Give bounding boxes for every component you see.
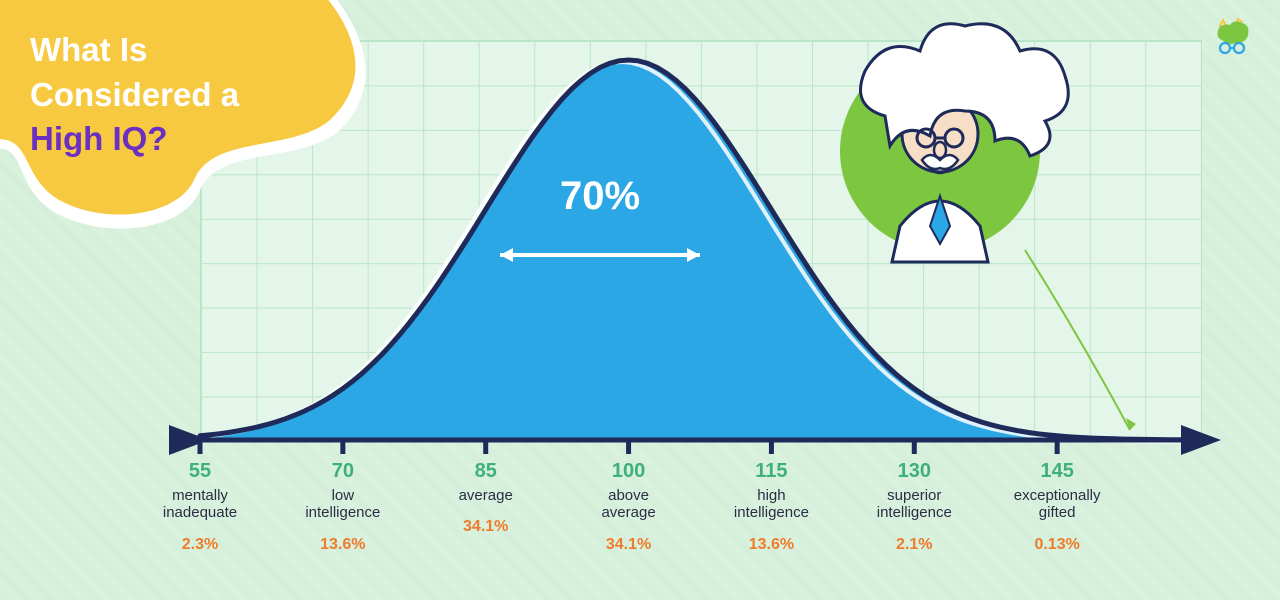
tick-value: 85 [421, 460, 551, 483]
tick-value: 100 [564, 460, 694, 483]
brain-logo-icon [1210, 18, 1254, 62]
tick-value: 115 [706, 460, 836, 483]
tick-category: mentallyinadequate [135, 487, 265, 522]
axis-tick: 100 aboveaverage 34.1% [564, 460, 694, 554]
scientist-illustration [820, 36, 1060, 271]
infographic-canvas: 70% 55mentallyinadequate2.3%70lowintelli… [0, 0, 1280, 600]
tick-percent: 0.13% [992, 536, 1122, 554]
center-percentage: 70% [550, 174, 650, 219]
tick-percent: 2.1% [849, 536, 979, 554]
tick-percent: 34.1% [564, 536, 694, 554]
title-line-1: What Is [30, 31, 147, 68]
page-title: What Is Considered a High IQ? [30, 28, 239, 162]
axis-tick: 145 exceptionallygifted 0.13% [992, 460, 1122, 554]
tick-percent: 13.6% [706, 536, 836, 554]
axis-tick: 130 superiorintelligence 2.1% [849, 460, 979, 554]
tick-category: average [421, 487, 551, 504]
tick-value: 145 [992, 460, 1122, 483]
range-arrow [485, 240, 715, 270]
tick-value: 70 [278, 460, 408, 483]
tick-value: 130 [849, 460, 979, 483]
axis-tick: 115 highintelligence 13.6% [706, 460, 836, 554]
title-accent: High IQ? [30, 117, 239, 162]
title-line-2: Considered a [30, 76, 239, 113]
axis-tick: 85 average 34.1% [421, 460, 551, 536]
tick-category: lowintelligence [278, 487, 408, 522]
tick-percent: 2.3% [135, 536, 265, 554]
axis-tick: 55 mentallyinadequate 2.3% [135, 460, 265, 554]
tick-category: superiorintelligence [849, 487, 979, 522]
tick-category: highintelligence [706, 487, 836, 522]
axis-tick: 70 lowintelligence 13.6% [278, 460, 408, 554]
axis-labels: 55mentallyinadequate2.3%70lowintelligenc… [200, 460, 1200, 590]
tick-category: aboveaverage [564, 487, 694, 522]
tick-percent: 34.1% [421, 518, 551, 536]
tick-value: 55 [135, 460, 265, 483]
tick-category: exceptionallygifted [992, 487, 1122, 522]
tick-percent: 13.6% [278, 536, 408, 554]
